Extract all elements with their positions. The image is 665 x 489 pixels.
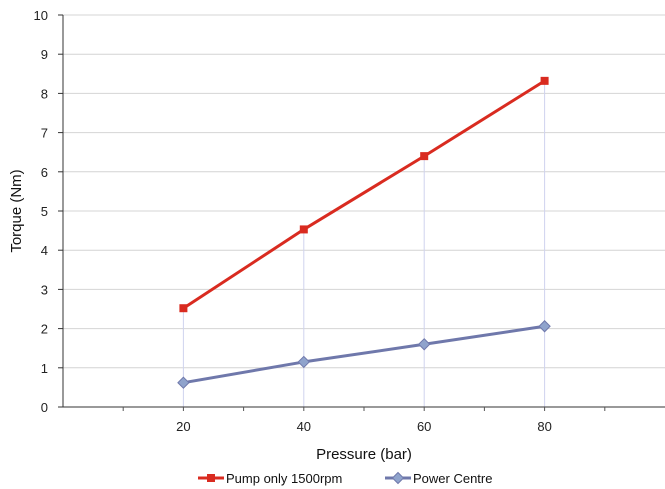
y-tick-label: 10 (34, 8, 48, 23)
data-point (297, 355, 311, 369)
legend-marker (207, 474, 215, 482)
y-tick-label: 7 (41, 126, 48, 141)
data-point (540, 76, 549, 85)
grid-lines (63, 14, 665, 369)
legend-item: Pump only 1500rpm (198, 471, 342, 486)
data-point (299, 225, 308, 234)
data-point (420, 152, 429, 161)
x-tick-label: 40 (297, 419, 311, 434)
y-tick-label: 6 (41, 165, 48, 180)
y-tick-label: 1 (41, 361, 48, 376)
drop-lines (182, 80, 546, 407)
y-tick-label: 5 (41, 204, 48, 219)
series-line (183, 324, 545, 385)
x-tick-labels: 20 40 60 80 (176, 419, 552, 434)
y-tick-label: 9 (41, 47, 48, 62)
data-point (417, 338, 431, 351)
data-point (179, 304, 188, 313)
y-tick-label: 3 (41, 282, 48, 297)
y-tick-labels: 0 1 2 3 4 5 6 7 8 9 10 (34, 8, 48, 415)
x-tick-label: 80 (537, 419, 551, 434)
x-axis-title: Pressure (bar) (316, 446, 412, 463)
series-1 (177, 320, 551, 389)
legend: Pump only 1500rpm Power Centre (198, 471, 492, 486)
series-line (182, 79, 546, 310)
legend-label: Pump only 1500rpm (226, 471, 342, 486)
legend-item: Power Centre (385, 471, 492, 486)
legend-label: Power Centre (413, 471, 492, 486)
series-0 (179, 76, 549, 313)
y-tick-label: 0 (41, 400, 48, 415)
x-tick-label: 20 (176, 419, 190, 434)
y-tick-label: 8 (41, 86, 48, 101)
legend-marker (391, 471, 405, 485)
y-axis-title: Torque (Nm) (8, 169, 25, 252)
y-tick-label: 4 (41, 243, 48, 258)
axes (58, 14, 665, 411)
data-point (538, 320, 551, 333)
y-tick-label: 2 (41, 322, 48, 337)
x-tick-label: 60 (417, 419, 431, 434)
series-group (177, 76, 551, 389)
data-point (177, 376, 190, 389)
